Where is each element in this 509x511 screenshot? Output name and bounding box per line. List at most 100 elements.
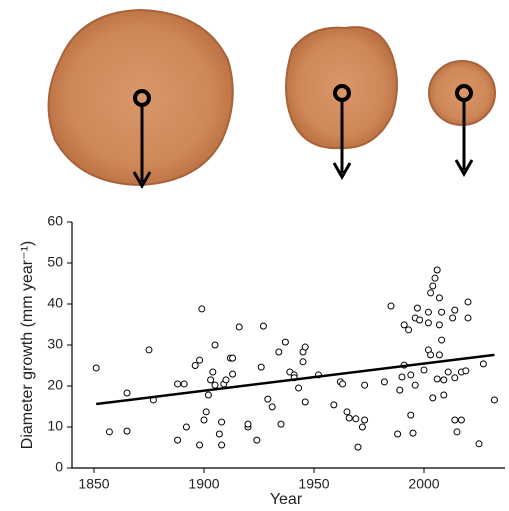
- data-point: [407, 411, 415, 419]
- data-point: [424, 319, 432, 327]
- data-point: [174, 436, 182, 444]
- data-point: [92, 364, 100, 372]
- y-tick-label: 10: [47, 418, 63, 434]
- data-point: [394, 430, 402, 438]
- data-point: [257, 363, 265, 371]
- y-axis-title: Diameter growth (mm year⁻¹): [19, 241, 36, 449]
- data-point: [343, 408, 351, 416]
- data-point: [433, 266, 441, 274]
- pith-marker: [333, 84, 351, 102]
- data-point: [457, 416, 465, 424]
- trend-line: [96, 353, 495, 406]
- y-tick-label: 60: [47, 213, 63, 229]
- data-point: [330, 401, 338, 409]
- data-point: [196, 356, 204, 364]
- pith-marker: [455, 84, 473, 102]
- data-point: [409, 429, 417, 437]
- data-point: [361, 416, 369, 424]
- data-point: [435, 294, 443, 302]
- data-point: [451, 416, 459, 424]
- data-point: [211, 381, 219, 389]
- data-point: [204, 391, 212, 399]
- x-tick-label: 1950: [298, 476, 329, 492]
- data-point: [244, 420, 252, 428]
- data-point: [490, 396, 498, 404]
- x-tick-label: 1900: [188, 476, 219, 492]
- data-point: [209, 368, 217, 376]
- data-point: [299, 358, 307, 366]
- data-point: [105, 428, 113, 436]
- data-point: [475, 440, 483, 448]
- y-tick-label: 40: [47, 295, 63, 311]
- data-point: [229, 354, 237, 362]
- data-point: [451, 374, 459, 382]
- data-point: [464, 314, 472, 322]
- data-point: [301, 398, 309, 406]
- data-point: [207, 376, 215, 384]
- data-point: [202, 408, 210, 416]
- data-point: [354, 443, 362, 451]
- data-point: [440, 376, 448, 384]
- y-tick-label: 30: [47, 336, 63, 352]
- data-point: [361, 381, 369, 389]
- data-point: [464, 298, 472, 306]
- data-point: [145, 346, 153, 354]
- y-tick-label: 50: [47, 254, 63, 270]
- data-point: [275, 348, 283, 356]
- x-tick-label: 2000: [408, 476, 439, 492]
- data-point: [433, 375, 441, 383]
- data-point: [398, 373, 406, 381]
- data-point: [264, 395, 272, 403]
- data-point: [358, 423, 366, 431]
- arrow-heads: [132, 159, 474, 190]
- data-point: [411, 381, 419, 389]
- data-point: [400, 321, 408, 329]
- tree-section-large: [47, 8, 234, 187]
- data-point: [440, 391, 448, 399]
- data-point: [405, 326, 413, 334]
- data-point: [174, 380, 182, 388]
- data-point: [345, 414, 353, 422]
- data-point: [429, 394, 437, 402]
- data-point: [301, 343, 309, 351]
- data-point: [295, 384, 303, 392]
- data-point: [453, 428, 461, 436]
- data-point: [218, 441, 226, 449]
- data-point: [413, 304, 421, 312]
- y-tick-label: 0: [55, 459, 63, 475]
- data-point: [229, 370, 237, 378]
- data-point: [429, 282, 437, 290]
- data-point: [462, 367, 470, 375]
- data-point: [215, 430, 223, 438]
- data-point: [352, 415, 360, 423]
- data-point: [180, 380, 188, 388]
- data-point: [235, 323, 243, 331]
- data-point: [435, 351, 443, 359]
- data-point: [253, 436, 261, 444]
- data-point: [416, 316, 424, 324]
- data-point: [200, 416, 208, 424]
- data-point: [259, 322, 267, 330]
- tree-sections: [47, 8, 496, 190]
- data-point: [123, 427, 131, 435]
- data-point: [218, 418, 226, 426]
- y-tick-label: 20: [47, 377, 63, 393]
- data-point: [268, 403, 276, 411]
- data-point: [438, 336, 446, 344]
- pith-markers: [133, 84, 473, 182]
- data-point: [387, 302, 395, 310]
- tree-section-small: [428, 60, 496, 126]
- data-point: [479, 360, 487, 368]
- data-point: [211, 341, 219, 349]
- data-point: [277, 420, 285, 428]
- data-point: [427, 289, 435, 297]
- data-point: [380, 378, 388, 386]
- x-tick-label: 1850: [78, 476, 109, 492]
- data-point: [182, 423, 190, 431]
- data-point: [444, 368, 452, 376]
- data-point: [424, 308, 432, 316]
- data-point: [222, 376, 230, 384]
- data-point: [427, 351, 435, 359]
